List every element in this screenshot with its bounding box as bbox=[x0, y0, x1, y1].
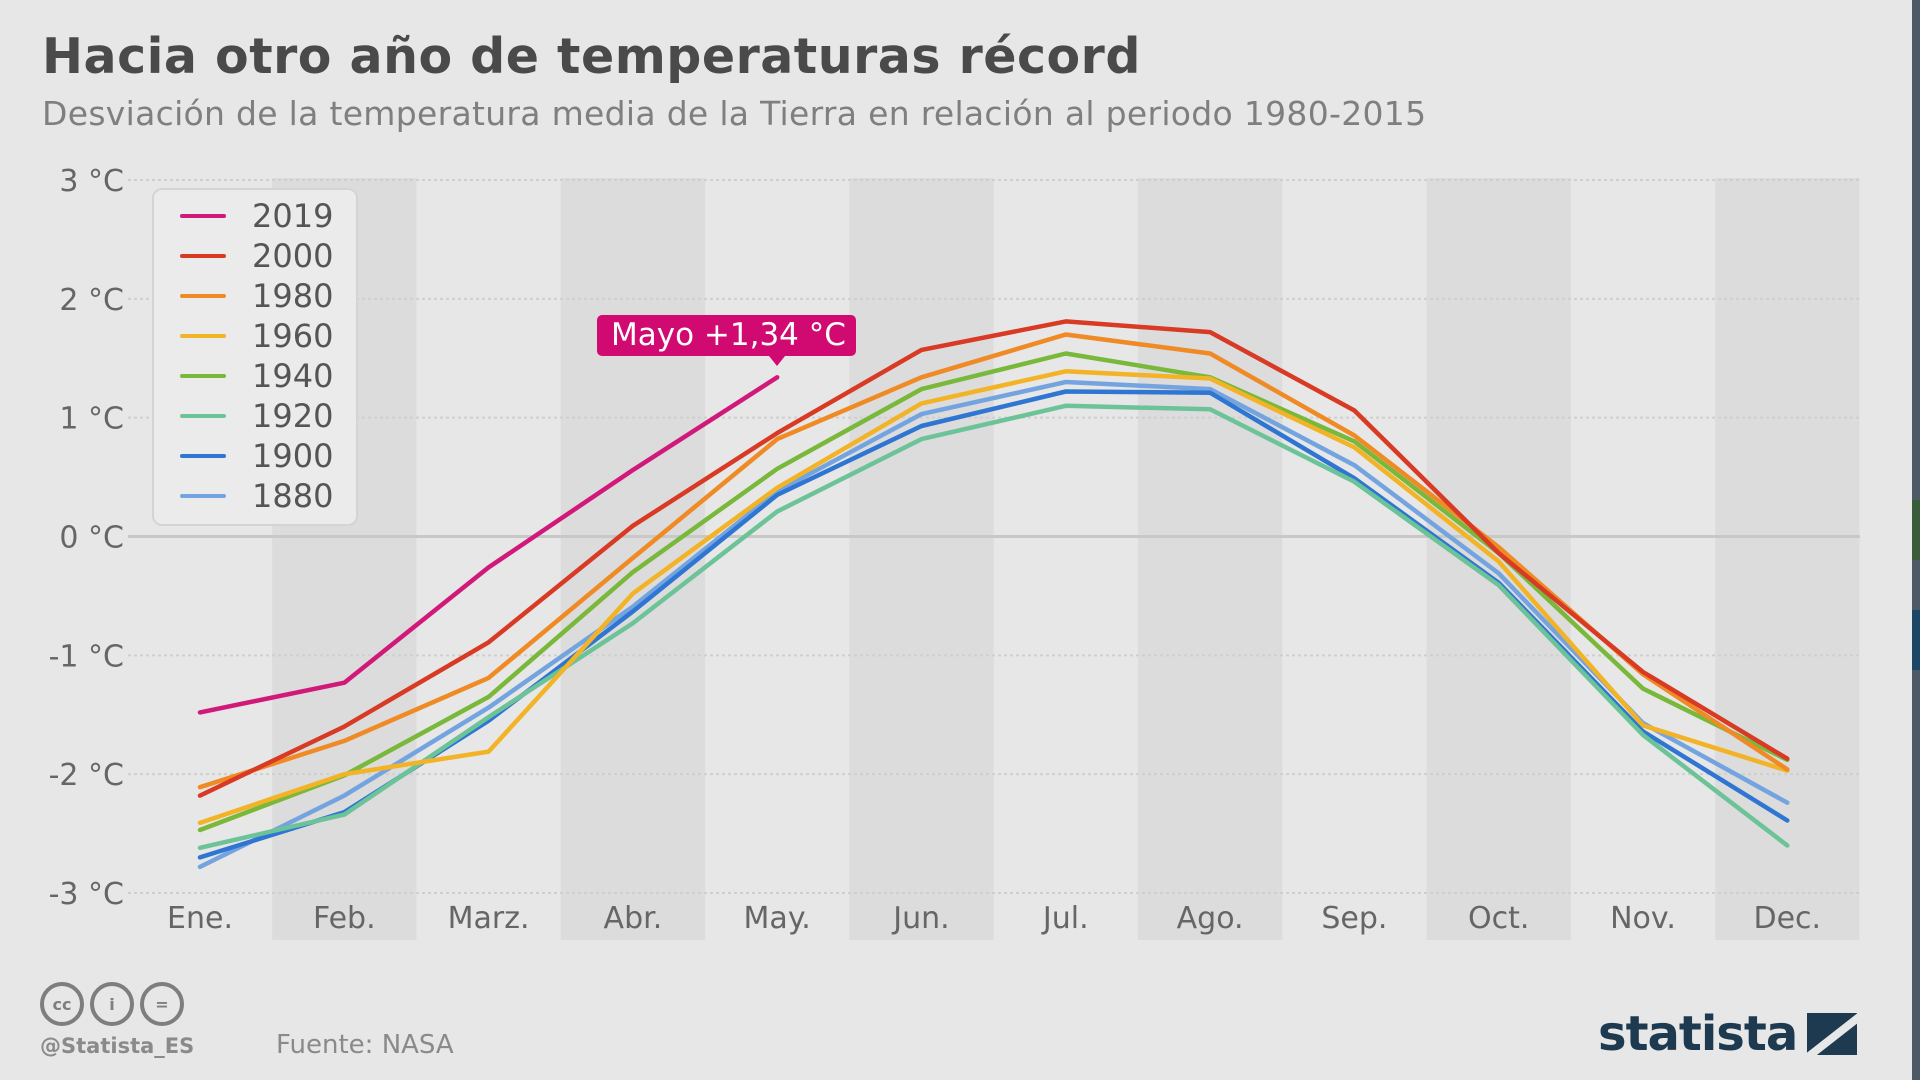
series-line-1980 bbox=[197, 332, 1790, 790]
y-tick-label: 1 °C bbox=[59, 402, 124, 437]
legend-label: 1960 bbox=[252, 317, 334, 355]
column-band bbox=[849, 178, 994, 940]
by-icon[interactable]: i bbox=[90, 982, 134, 1026]
nd-icon[interactable]: = bbox=[140, 982, 184, 1026]
legend-swatch bbox=[180, 334, 226, 338]
x-tick-label: Abr. bbox=[604, 901, 663, 936]
gridlines bbox=[128, 179, 1860, 894]
x-tick-label: May. bbox=[744, 901, 811, 936]
series-line-1920 bbox=[197, 403, 1790, 851]
column-bands bbox=[272, 178, 1860, 940]
legend-item-1980[interactable]: 1980 bbox=[154, 276, 356, 316]
y-axis-ticks: 3 °C 2 °C 1 °C 0 °C -1 °C -2 °C -3 °C bbox=[49, 164, 124, 912]
x-tick-label: Feb. bbox=[313, 901, 376, 936]
x-tick-label: Jun. bbox=[891, 901, 949, 936]
window-edge-accent-green bbox=[1912, 500, 1920, 560]
legend-swatch bbox=[180, 374, 226, 378]
social-handle[interactable]: @Statista_ES bbox=[40, 1034, 195, 1058]
x-tick-label: Oct. bbox=[1468, 901, 1529, 936]
y-tick-label: -2 °C bbox=[49, 758, 124, 793]
y-tick-label: 0 °C bbox=[59, 521, 124, 556]
legend-label: 2019 bbox=[252, 197, 334, 235]
statista-logo-icon bbox=[1807, 1013, 1858, 1055]
cc-icon[interactable]: cc bbox=[40, 982, 84, 1026]
y-tick-label: -1 °C bbox=[49, 639, 124, 674]
y-tick-label: 3 °C bbox=[59, 164, 124, 199]
legend-item-1900[interactable]: 1900 bbox=[154, 436, 356, 476]
legend-item-2019[interactable]: 2019 bbox=[154, 196, 356, 236]
legend-swatch bbox=[180, 214, 226, 218]
legend-label: 1980 bbox=[252, 277, 334, 315]
legend-swatch bbox=[180, 414, 226, 418]
x-tick-label: Sep. bbox=[1321, 901, 1387, 936]
legend-item-1880[interactable]: 1880 bbox=[154, 476, 356, 516]
legend-swatch bbox=[180, 454, 226, 458]
annotation-callout: Mayo +1,34 °C bbox=[597, 315, 856, 366]
chart-subtitle: Desviación de la temperatura media de la… bbox=[42, 94, 1427, 133]
x-tick-label: Nov. bbox=[1610, 901, 1676, 936]
legend-label: 1900 bbox=[252, 437, 334, 475]
legend-item-2000[interactable]: 2000 bbox=[154, 236, 356, 276]
chart-title: Hacia otro año de temperaturas récord bbox=[42, 28, 1141, 85]
legend-item-1920[interactable]: 1920 bbox=[154, 396, 356, 436]
legend-label: 1940 bbox=[252, 357, 334, 395]
series-line-2019 bbox=[197, 375, 780, 715]
y-tick-label: -3 °C bbox=[49, 877, 124, 912]
legend-item-1940[interactable]: 1940 bbox=[154, 356, 356, 396]
x-axis-ticks: Ene. Feb. Marz. Abr. May. Jun. Jul. Ago. Sep. Oct… bbox=[167, 901, 1821, 936]
column-band bbox=[1137, 178, 1283, 940]
legend-label: 1880 bbox=[252, 477, 334, 515]
legend-label: 1920 bbox=[252, 397, 334, 435]
legend-swatch bbox=[180, 494, 226, 498]
series-lines bbox=[197, 319, 1790, 870]
legend-label: 2000 bbox=[252, 237, 334, 275]
x-tick-label: Dec. bbox=[1754, 901, 1822, 936]
series-line-1960 bbox=[197, 369, 1790, 826]
legend: 2019 2000 1980 1960 1940 1920 1900 1880 bbox=[152, 188, 358, 526]
license-icons: cc i = bbox=[40, 982, 184, 1026]
x-tick-label: Ene. bbox=[167, 901, 233, 936]
series-line-2000 bbox=[197, 319, 1790, 798]
series-line-1880 bbox=[197, 379, 1790, 870]
x-tick-label: Ago. bbox=[1177, 901, 1244, 936]
statista-logo[interactable]: statista bbox=[1598, 1006, 1858, 1062]
legend-swatch bbox=[180, 254, 226, 258]
x-tick-label: Marz. bbox=[448, 901, 530, 936]
x-tick-label: Jul. bbox=[1041, 901, 1089, 936]
window-edge-accent-blue bbox=[1912, 610, 1920, 670]
brand-wordmark: statista bbox=[1598, 1006, 1798, 1062]
source-note: Fuente: NASA bbox=[276, 1030, 454, 1060]
window-edge bbox=[1912, 0, 1920, 1080]
column-band bbox=[1715, 178, 1860, 940]
legend-swatch bbox=[180, 294, 226, 298]
y-tick-label: 2 °C bbox=[59, 283, 124, 318]
legend-item-1960[interactable]: 1960 bbox=[154, 316, 356, 356]
